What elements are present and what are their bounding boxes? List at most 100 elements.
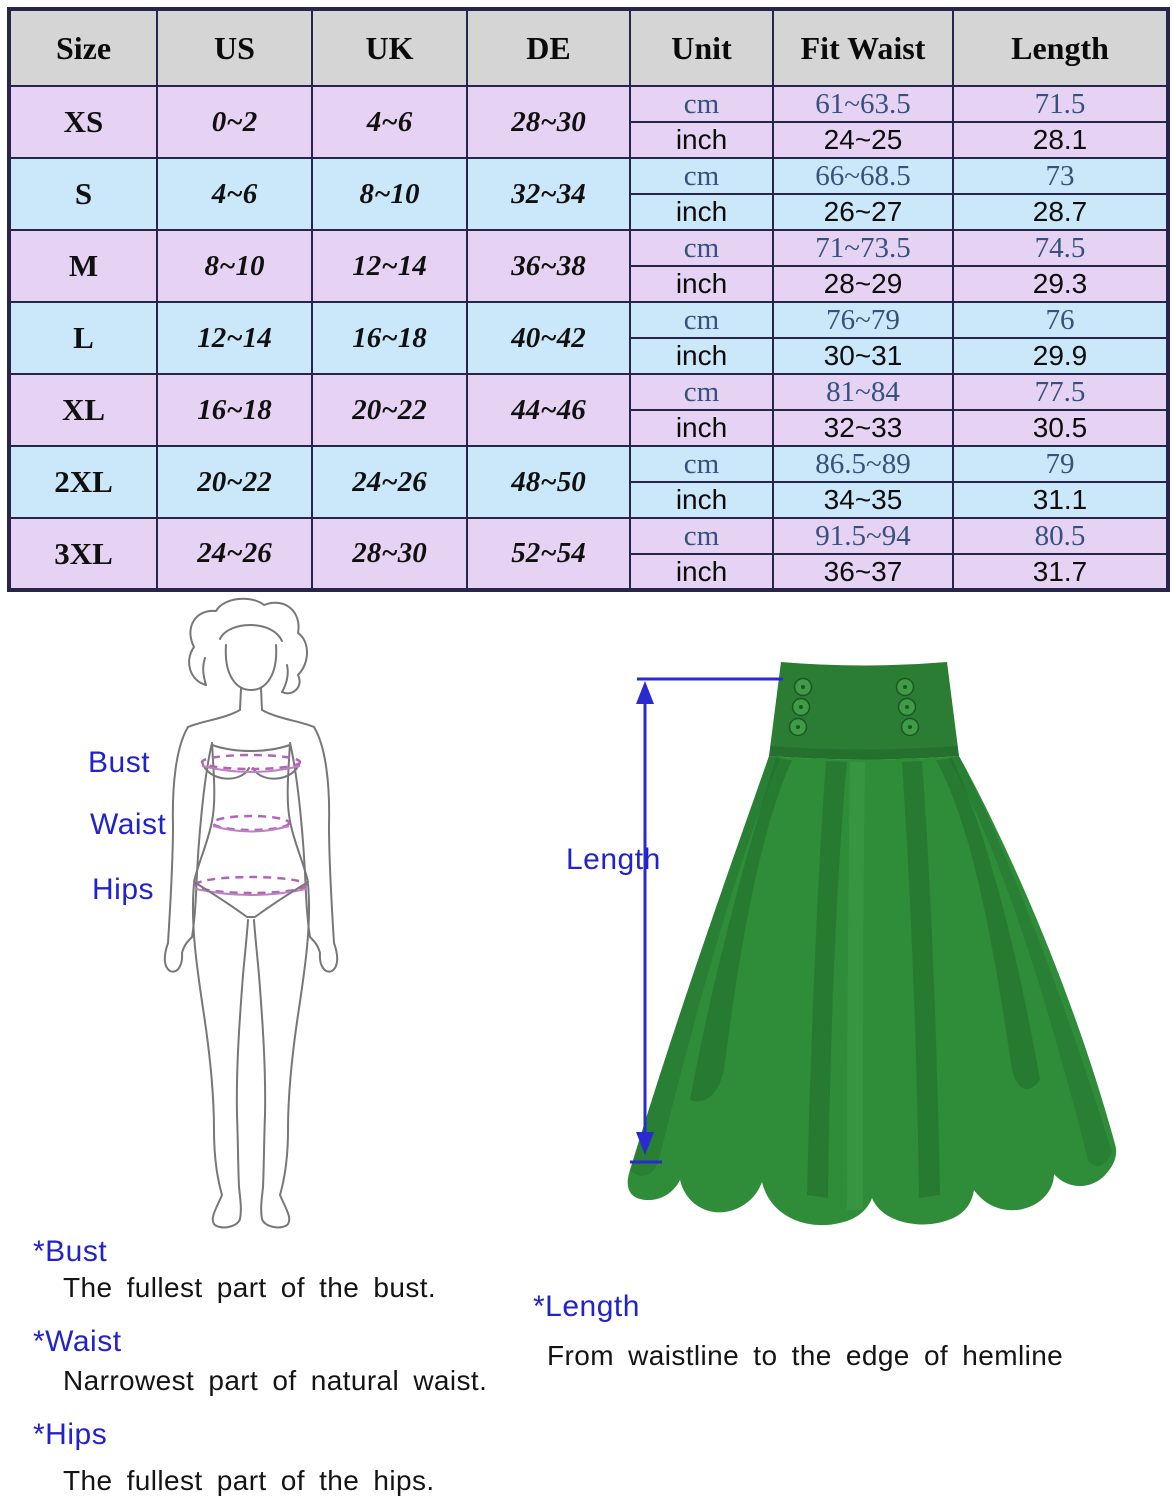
unit-inch-cell: inch — [629, 193, 774, 231]
size-cell: L — [8, 301, 158, 375]
us-cell: 12~14 — [156, 301, 313, 375]
size-cell: M — [8, 229, 158, 303]
neck-shoulder-left — [187, 687, 242, 728]
size-cell: XL — [8, 373, 158, 447]
skirt-edge-shadow-left — [630, 756, 781, 1176]
de-cell: 36~38 — [466, 229, 631, 303]
length-arrow — [630, 677, 783, 1164]
fit-waist-cm-cell: 76~79 — [772, 301, 954, 339]
fit-waist-inch-cell: 36~37 — [772, 553, 954, 591]
unit-inch-cell: inch — [629, 553, 774, 591]
length-inch-cell: 28.1 — [952, 121, 1169, 159]
fit-waist-inch-cell: 28~29 — [772, 265, 954, 303]
col-header-us: US — [156, 8, 313, 87]
waist-definition-title: *Waist — [33, 1325, 122, 1358]
de-cell: 40~42 — [466, 301, 631, 375]
button-holes — [796, 685, 912, 729]
bust-measure-underline — [201, 765, 301, 773]
hips-definition-text: The fullest part of the hips. — [63, 1465, 435, 1496]
swimsuit-top-line — [211, 744, 291, 752]
size-chart-table: Size US UK DE Unit Fit Waist Length XS 0… — [7, 7, 1170, 592]
de-cell: 48~50 — [466, 445, 631, 519]
hair-outline — [188, 597, 308, 695]
fit-waist-inch-cell: 32~33 — [772, 409, 954, 447]
table-row-m-inch: inch 28~29 29.3 — [9, 265, 1169, 303]
table-row-3xl-cm: 3XL 24~26 28~30 52~54 cm 91.5~94 80.5 — [8, 517, 1169, 591]
col-header-length: Length — [952, 8, 1169, 87]
bikini-bottom — [193, 881, 309, 918]
waist-label: Waist — [90, 808, 167, 841]
unit-inch-cell: inch — [629, 337, 774, 375]
unit-cm-cell: cm — [629, 229, 774, 267]
unit-cm-cell: cm — [629, 445, 774, 483]
size-cell: 3XL — [8, 517, 158, 591]
length-inch-cell: 29.3 — [952, 265, 1169, 303]
table-row-2xl-cm: 2XL 20~22 24~26 48~50 cm 86.5~89 79 — [8, 445, 1169, 519]
torso-left — [193, 742, 216, 883]
table-row-3xl-inch: inch 36~37 31.7 — [9, 553, 1169, 591]
us-cell: 4~6 — [156, 157, 313, 231]
us-cell: 20~22 — [156, 445, 313, 519]
torso-right — [286, 742, 309, 883]
de-cell: 52~54 — [466, 517, 631, 591]
table-row-m-cm: M 8~10 12~14 36~38 cm 71~73.5 74.5 — [8, 229, 1169, 303]
col-header-size: Size — [8, 8, 158, 87]
fit-waist-cm-cell: 86.5~89 — [772, 445, 954, 483]
de-cell: 28~30 — [466, 85, 631, 159]
us-cell: 24~26 — [156, 517, 313, 591]
length-cm-cell: 79 — [952, 445, 1169, 483]
hips-definition-title: *Hips — [33, 1418, 108, 1451]
length-cm-cell: 76 — [952, 301, 1169, 339]
waist-measure-underline — [212, 825, 290, 833]
waistband-bottom-edge — [769, 746, 959, 760]
col-header-unit: Unit — [629, 8, 774, 87]
left-leg — [191, 883, 249, 1229]
skirt-pleat-shadow — [902, 761, 940, 1198]
length-inch-cell: 31.1 — [952, 481, 1169, 519]
length-cm-cell: 71.5 — [952, 85, 1169, 123]
length-inch-cell: 28.7 — [952, 193, 1169, 231]
uk-cell: 12~14 — [311, 229, 468, 303]
table-row-xs-cm: XS 0~2 4~6 28~30 cm 61~63.5 71.5 — [8, 85, 1169, 159]
unit-cm-cell: cm — [629, 157, 774, 195]
fit-waist-inch-cell: 34~35 — [772, 481, 954, 519]
length-cm-cell: 77.5 — [952, 373, 1169, 411]
table-row-l-inch: inch 30~31 29.9 — [9, 337, 1169, 375]
hair-curl-left — [202, 657, 207, 686]
us-cell: 8~10 — [156, 229, 313, 303]
waist-measure-line — [211, 814, 291, 832]
fit-waist-inch-cell: 30~31 — [772, 337, 954, 375]
unit-inch-cell: inch — [629, 409, 774, 447]
length-label: Length — [566, 843, 661, 876]
bust-label: Bust — [88, 746, 151, 779]
uk-cell: 4~6 — [311, 85, 468, 159]
length-inch-cell: 30.5 — [952, 409, 1169, 447]
female-body-outline — [163, 597, 339, 1229]
uk-cell: 20~22 — [311, 373, 468, 447]
fit-waist-inch-cell: 24~25 — [772, 121, 954, 159]
table-row-s-cm: S 4~6 8~10 32~34 cm 66~68.5 73 — [8, 157, 1169, 231]
waist-definition-text: Narrowest part of natural waist. — [63, 1365, 488, 1396]
unit-cm-cell: cm — [629, 517, 774, 555]
skirt-pleat-shadow — [690, 758, 792, 1102]
fit-waist-cm-cell: 61~63.5 — [772, 85, 954, 123]
uk-cell: 8~10 — [311, 157, 468, 231]
table-header-row: Size US UK DE Unit Fit Waist Length — [8, 8, 1169, 87]
length-inch-cell: 31.7 — [952, 553, 1169, 591]
neck-shoulder-right — [260, 687, 315, 728]
fit-waist-cm-cell: 81~84 — [772, 373, 954, 411]
col-header-uk: UK — [311, 8, 468, 87]
face-outline — [224, 644, 278, 691]
right-leg — [253, 883, 311, 1229]
length-definition-text: From waistline to the edge of hemline — [547, 1340, 1064, 1371]
unit-cm-cell: cm — [629, 301, 774, 339]
table-row-l-cm: L 12~14 16~18 40~42 cm 76~79 76 — [8, 301, 1169, 375]
hips-label: Hips — [92, 873, 155, 906]
hair-fringe — [219, 624, 283, 642]
size-cell: S — [8, 157, 158, 231]
unit-inch-cell: inch — [629, 481, 774, 519]
uk-cell: 24~26 — [311, 445, 468, 519]
fit-waist-inch-cell: 26~27 — [772, 193, 954, 231]
unit-inch-cell: inch — [629, 265, 774, 303]
